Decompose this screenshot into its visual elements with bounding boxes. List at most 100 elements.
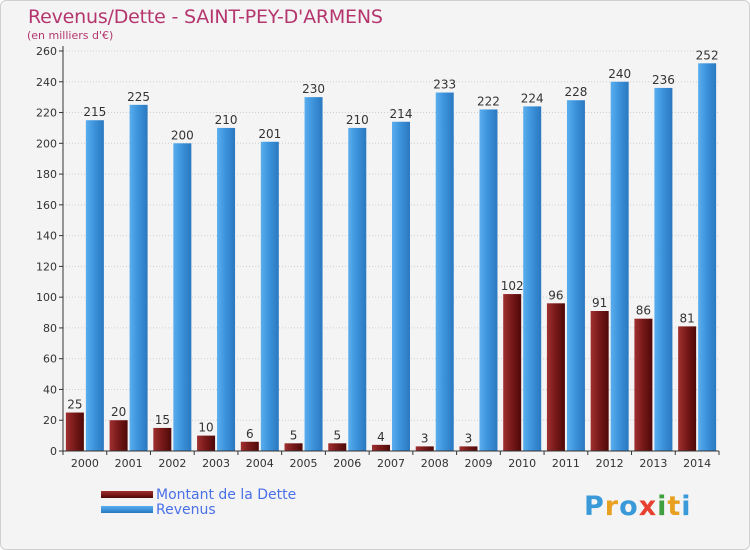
data-label: 214 [390, 107, 413, 121]
dette-bar [590, 311, 609, 451]
x-tick-label: 2008 [421, 457, 449, 470]
data-label: 210 [215, 113, 238, 127]
dette-bar [415, 446, 434, 451]
y-tick-label: 40 [43, 383, 57, 396]
data-label: 252 [696, 48, 719, 62]
x-tick-label: 2013 [639, 457, 667, 470]
proxiti-logo: Proxiti [584, 491, 692, 522]
dette-bar [240, 441, 259, 451]
revenus-bar [698, 63, 717, 452]
chart-subtitle: (en milliers d'€) [27, 29, 114, 42]
logo-letter: P [584, 491, 605, 522]
x-tick-label: 2005 [290, 457, 318, 470]
data-label: 228 [564, 85, 587, 99]
x-tick-label: 2009 [464, 457, 492, 470]
data-label: 225 [127, 90, 150, 104]
revenus-bar [85, 120, 104, 451]
revenus-bar [304, 97, 323, 452]
data-label: 230 [302, 82, 325, 96]
y-tick-label: 140 [36, 230, 57, 243]
x-tick-label: 2003 [202, 457, 230, 470]
dette-bar [197, 435, 216, 451]
data-label: 86 [636, 304, 651, 318]
x-tick-label: 2000 [71, 457, 99, 470]
data-label: 4 [377, 430, 385, 444]
data-label: 210 [346, 113, 369, 127]
data-label: 15 [155, 413, 170, 427]
data-label: 102 [501, 279, 524, 293]
dette-bar [459, 446, 478, 451]
x-tick-label: 2002 [158, 457, 186, 470]
data-label: 200 [171, 128, 194, 142]
y-tick-label: 0 [50, 445, 57, 458]
logo-letter: o [619, 491, 639, 522]
revenus-bar [566, 100, 585, 451]
data-label: 3 [421, 431, 429, 445]
data-label: 91 [592, 296, 607, 310]
revenus-bar [260, 141, 279, 451]
data-label: 215 [83, 105, 106, 119]
data-label: 5 [290, 428, 298, 442]
y-tick-label: 80 [43, 322, 57, 335]
revenus-bar [173, 143, 192, 452]
logo-letter: x [638, 491, 658, 522]
dette-bar [372, 444, 390, 451]
dette-bar [678, 326, 697, 451]
y-tick-label: 180 [36, 168, 57, 181]
dette-bar [109, 420, 128, 451]
data-label: 81 [679, 311, 694, 325]
data-label: 25 [67, 398, 82, 412]
x-tick-label: 2014 [683, 457, 711, 470]
data-label: 96 [548, 288, 563, 302]
x-tick-label: 2006 [333, 457, 361, 470]
revenus-bar [654, 87, 673, 451]
data-label: 222 [477, 94, 500, 108]
revenus-bar [435, 92, 454, 452]
data-label: 236 [652, 73, 675, 87]
x-tick-label: 2011 [552, 457, 580, 470]
x-tick-label: 2004 [246, 457, 274, 470]
legend-swatch-dette [101, 491, 153, 498]
legend-label-revenus: Revenus [156, 502, 216, 518]
data-label: 224 [521, 91, 544, 105]
revenus-bar [348, 127, 367, 451]
logo-letter: r [604, 491, 620, 522]
y-tick-label: 160 [36, 199, 57, 212]
dette-bar [328, 443, 347, 451]
dette-bar [65, 412, 84, 451]
logo-letter: t [667, 491, 682, 522]
y-tick-label: 100 [36, 291, 57, 304]
y-tick-label: 260 [36, 45, 57, 58]
data-label: 233 [433, 78, 456, 92]
y-tick-label: 220 [36, 107, 57, 120]
dette-bar [284, 443, 303, 451]
data-label: 10 [198, 421, 213, 435]
data-label: 240 [608, 67, 631, 81]
legend-swatch-revenus [101, 506, 153, 513]
y-tick-label: 120 [36, 260, 57, 273]
dette-bar [546, 303, 565, 451]
data-label: 201 [258, 127, 281, 141]
revenus-bar [523, 106, 542, 451]
revenus-bar [479, 109, 498, 451]
chart-title: Revenus/Dette - SAINT-PEY-D'ARMENS [28, 6, 383, 28]
dette-bar [634, 318, 653, 451]
x-tick-label: 2001 [115, 457, 143, 470]
y-tick-label: 60 [43, 353, 57, 366]
data-label: 6 [246, 427, 254, 441]
x-tick-label: 2010 [508, 457, 536, 470]
revenus-bar [610, 81, 629, 452]
dette-bar [503, 294, 522, 451]
logo-letter: i [657, 491, 668, 522]
revenus-bar [392, 121, 410, 452]
logo-letter: i [681, 491, 692, 522]
dette-bar [153, 427, 172, 451]
x-tick-label: 2007 [377, 457, 405, 470]
data-label: 3 [465, 431, 473, 445]
y-tick-label: 20 [43, 414, 57, 427]
legend-label-dette: Montant de la Dette [156, 487, 297, 503]
x-tick-label: 2012 [596, 457, 624, 470]
revenus-bar [129, 104, 148, 451]
